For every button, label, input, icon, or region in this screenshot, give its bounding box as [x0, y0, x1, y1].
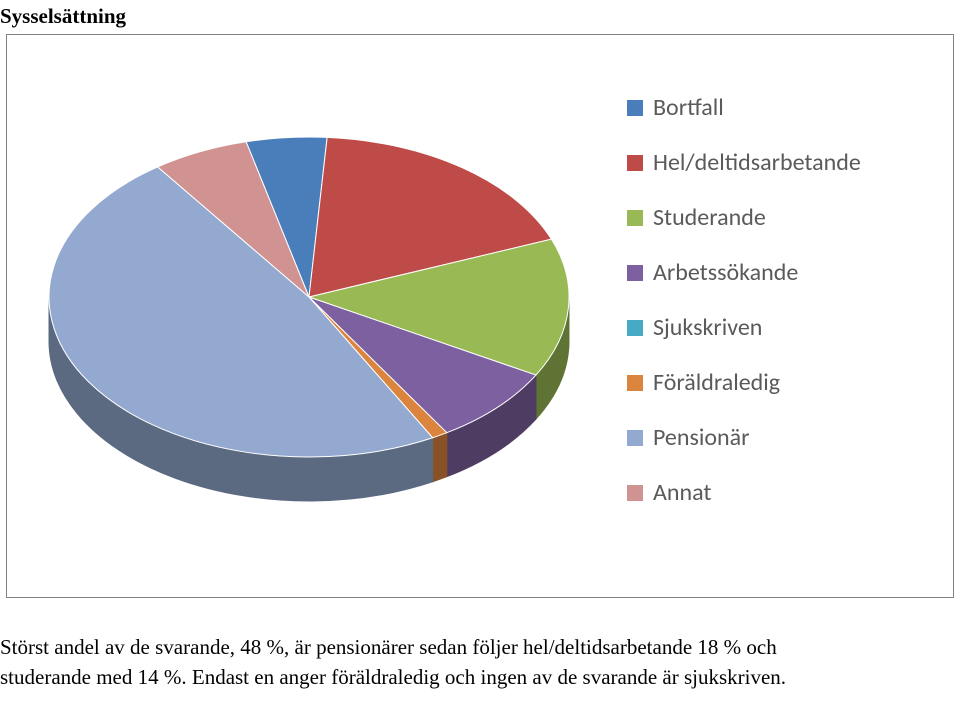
legend-label: Föräldraledig: [653, 368, 780, 397]
legend-item: Arbetssökande: [627, 258, 861, 287]
legend-swatch: [627, 430, 643, 446]
caption-line-2: studerande med 14 %. Endast en anger för…: [0, 665, 786, 689]
legend-item: Annat: [627, 478, 861, 507]
legend-label: Arbetssökande: [653, 258, 798, 287]
legend-swatch: [627, 100, 643, 116]
page-title: Sysselsättning: [0, 4, 126, 29]
legend-label: Sjukskriven: [653, 313, 762, 342]
legend-label: Annat: [653, 478, 711, 507]
legend-label: Studerande: [653, 203, 766, 232]
caption-line-1: Störst andel av de svarande, 48 %, är pe…: [0, 635, 777, 659]
caption-text: Störst andel av de svarande, 48 %, är pe…: [0, 632, 960, 693]
legend-item: Bortfall: [627, 93, 861, 122]
legend-label: Hel/deltidsarbetande: [653, 148, 861, 177]
legend-item: Föräldraledig: [627, 368, 861, 397]
legend-label: Pensionär: [653, 423, 750, 452]
legend-swatch: [627, 210, 643, 226]
legend-item: Hel/deltidsarbetande: [627, 148, 861, 177]
legend-item: Sjukskriven: [627, 313, 861, 342]
legend-swatch: [627, 485, 643, 501]
legend-swatch: [627, 320, 643, 336]
page: Sysselsättning Bortfall Hel/deltidsarbeta…: [0, 0, 960, 706]
pie-chart: [29, 107, 589, 527]
legend-swatch: [627, 265, 643, 281]
legend-swatch: [627, 155, 643, 171]
pie-side: [433, 433, 447, 482]
legend-label: Bortfall: [653, 93, 724, 122]
chart-frame: Bortfall Hel/deltidsarbetande Studerande Ar…: [6, 34, 954, 598]
pie-svg: [29, 107, 589, 527]
legend-item: Pensionär: [627, 423, 861, 452]
legend-swatch: [627, 375, 643, 391]
legend: Bortfall Hel/deltidsarbetande Studerande Ar…: [627, 93, 861, 533]
legend-item: Studerande: [627, 203, 861, 232]
